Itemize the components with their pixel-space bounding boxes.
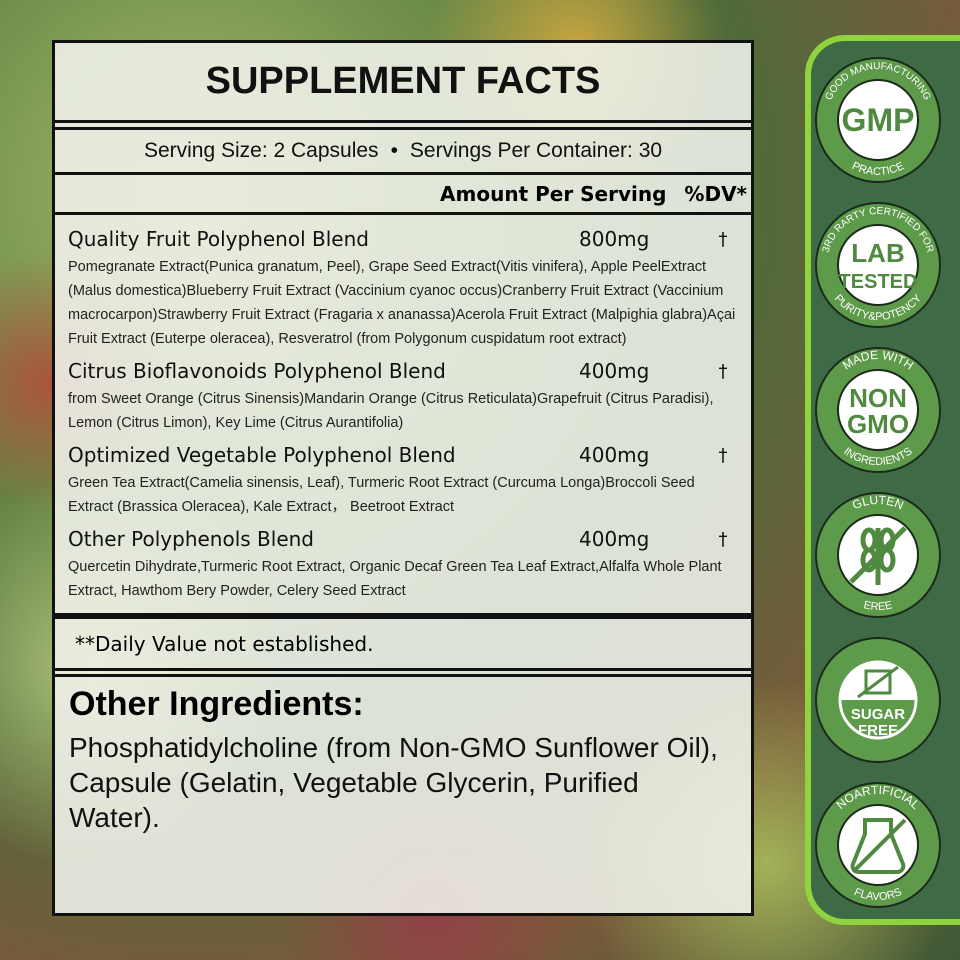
lab-tested-badge-icon: 3RD RARTY CERTIFIED FOR PURITY&POTENCY L…	[813, 200, 943, 330]
blend-amount: 400mg	[579, 359, 650, 383]
supplement-facts-label: SUPPLEMENT FACTS Serving Size: 2 Capsule…	[52, 40, 754, 916]
gmp-badge-icon: GOOD MANUFACTURING PRACTICE GMP	[813, 55, 943, 185]
blend-name: Citrus Bioflavonoids Polyphenol Blend	[68, 359, 446, 383]
blend-dv: †	[718, 228, 728, 250]
blend-item: Citrus Bioflavonoids Polyphenol Blend 400…	[68, 355, 739, 435]
badge-center-line2: FREE	[858, 722, 898, 739]
wheat-crossed-icon	[849, 526, 907, 585]
badge-center-line1: NON	[849, 383, 907, 413]
daily-value-note: **Daily Value not established.	[55, 613, 751, 671]
sugar-free-badge-icon: SUGAR FREE	[813, 635, 943, 765]
blend-name: Quality Fruit Polyphenol Blend	[68, 227, 369, 251]
badge-panel	[805, 35, 960, 925]
blend-amount: 400mg	[579, 527, 650, 551]
blend-amount: 400mg	[579, 443, 650, 467]
serving-row: Serving Size: 2 Capsules • Servings Per …	[55, 127, 751, 175]
blend-description: from Sweet Orange (Citrus Sinensis)Manda…	[68, 391, 714, 431]
blend-amount: 800mg	[579, 227, 650, 251]
blend-list: Quality Fruit Polyphenol Blend 800mg † Pom…	[55, 215, 751, 613]
blend-dv: †	[718, 528, 728, 550]
gluten-free-badge-icon: GLUTEN EREE	[813, 490, 943, 620]
blend-description: Green Tea Extract(Camelia sinensis, Leaf…	[68, 475, 695, 515]
blend-item: Other Polyphenols Blend 400mg † Quercetin …	[68, 523, 739, 603]
badge-bottom-text: FLAVORS	[852, 886, 903, 903]
badge-center-line2: TESTED	[839, 271, 918, 293]
bullet: •	[390, 139, 398, 162]
blend-description: Pomegranate Extract(Punica granatum, Pee…	[68, 259, 736, 347]
blend-item: Optimized Vegetable Polyphenol Blend 400m…	[68, 439, 739, 519]
other-ingredients: Other Ingredients: Phosphatidylcholine (…	[55, 674, 751, 913]
blend-name: Optimized Vegetable Polyphenol Blend	[68, 443, 456, 467]
badge-center: GMP	[842, 102, 915, 138]
blend-dv: †	[718, 360, 728, 382]
badge-bottom-text: PRACTICE	[850, 160, 906, 178]
blend-dv: †	[718, 444, 728, 466]
other-ingredients-text: Phosphatidylcholine (from Non-GMO Sunflo…	[69, 732, 718, 833]
non-gmo-badge-icon: MADE WITH INGREDIENTS NON GMO	[813, 345, 943, 475]
blend-name: Other Polyphenols Blend	[68, 527, 314, 551]
badge-center-line2: GMO	[847, 409, 909, 439]
blend-item: Quality Fruit Polyphenol Blend 800mg † Pom…	[68, 223, 739, 351]
badge-top-text: GLUTEN	[850, 493, 905, 512]
no-artificial-flavors-badge-icon: NOARTIFICIAL FLAVORS	[813, 780, 943, 910]
amount-header: Amount Per Serving	[440, 181, 667, 206]
label-title: SUPPLEMENT FACTS	[55, 43, 751, 123]
serving-size: Serving Size: 2 Capsules	[143, 139, 379, 162]
column-header: Amount Per Serving %DV*	[55, 175, 751, 215]
servings-per-container: Servings Per Container: 30	[409, 139, 663, 162]
svg-text:FLAVORS: FLAVORS	[852, 886, 903, 903]
other-ingredients-heading: Other Ingredients:	[69, 685, 364, 723]
svg-text:EREE: EREE	[863, 599, 894, 613]
sugar-cube-crossed-icon	[857, 665, 899, 699]
badge-bottom-text: EREE	[863, 599, 894, 613]
dv-header: %DV*	[684, 181, 747, 206]
flask-crossed-icon	[850, 818, 907, 874]
badge-center-line1: SUGAR	[851, 706, 905, 723]
blend-description: Quercetin Dihydrate,Turmeric Root Extrac…	[68, 559, 722, 599]
badge-center-line1: LAB	[851, 238, 904, 268]
svg-text:PRACTICE: PRACTICE	[850, 160, 906, 178]
svg-text:GLUTEN: GLUTEN	[850, 493, 905, 512]
